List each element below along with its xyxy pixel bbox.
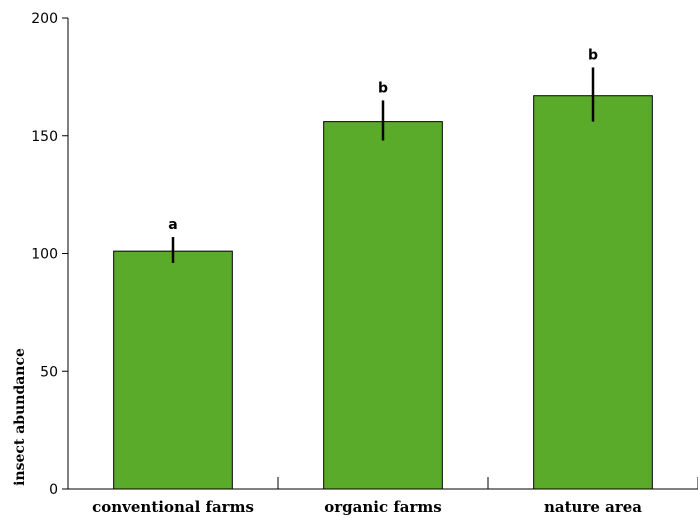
bars xyxy=(113,95,653,490)
y-tick-label: 100 xyxy=(31,247,58,263)
significance-letter: a xyxy=(168,217,177,233)
significance-letter: b xyxy=(378,80,388,96)
error-bars xyxy=(171,67,595,263)
bar-conventional-farms xyxy=(113,250,233,490)
y-tick-label: 50 xyxy=(40,364,58,380)
y-ticks: 0 50 100 150 200 xyxy=(31,11,68,498)
y-axis-label: insect abundance xyxy=(12,348,28,486)
significance-letter: b xyxy=(588,47,598,63)
x-tick-label: organic farms xyxy=(324,498,441,516)
x-tick-label: conventional farms xyxy=(92,498,254,516)
bar-organic-farms xyxy=(323,121,443,490)
y-axis: 0 50 100 150 200 xyxy=(31,11,69,498)
y-tick-label: 150 xyxy=(31,129,58,145)
significance-letters: a b b xyxy=(168,47,598,233)
bar-nature-area xyxy=(533,95,653,490)
x-axis: conventional farms organic farms nature ar… xyxy=(68,477,698,516)
y-tick-label: 0 xyxy=(49,482,58,498)
y-tick-label: 200 xyxy=(31,11,58,27)
x-tick-label: nature area xyxy=(544,498,642,516)
x-ticks: conventional farms organic farms nature ar… xyxy=(92,477,698,516)
